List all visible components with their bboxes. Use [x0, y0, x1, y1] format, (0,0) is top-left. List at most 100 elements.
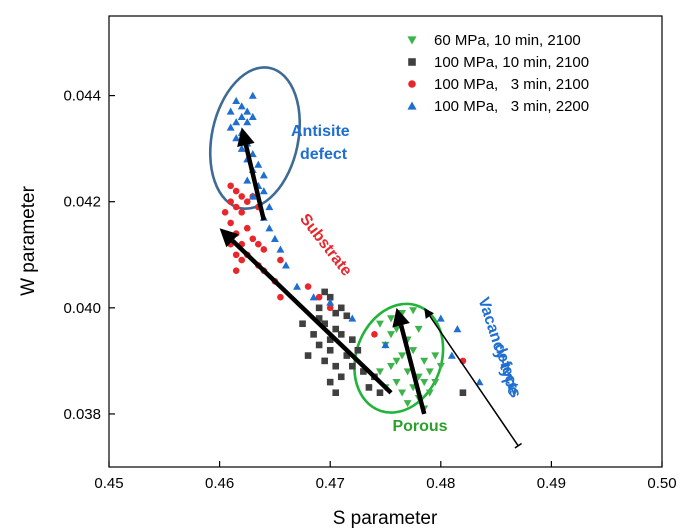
arrow-head — [424, 307, 434, 319]
data-point — [392, 325, 401, 334]
x-tick-label: 0.47 — [316, 475, 345, 492]
y-tick-label: 0.044 — [63, 88, 101, 105]
data-point — [332, 325, 340, 333]
data-point — [309, 293, 318, 301]
data-point — [227, 198, 234, 206]
arrow-shaft — [429, 315, 519, 447]
x-axis-title: S parameter — [333, 508, 438, 528]
x-axis: 0.45 0.46 0.47 0.48 0.49 0.50 — [94, 461, 677, 492]
arrow-tail — [514, 442, 522, 449]
data-point — [409, 307, 418, 315]
data-point — [332, 362, 340, 370]
data-point — [315, 293, 323, 301]
data-point — [420, 378, 429, 387]
data-point — [332, 309, 340, 317]
data-point — [360, 368, 367, 375]
data-point — [459, 389, 467, 397]
data-point — [227, 219, 234, 227]
y-axis: 0.038 0.040 0.042 0.044 — [63, 88, 115, 423]
data-point — [315, 315, 323, 322]
y-tick-label: 0.040 — [63, 300, 101, 317]
data-point — [371, 331, 378, 338]
data-point — [337, 331, 345, 338]
data-point — [447, 351, 456, 359]
x-tick-label: 0.49 — [537, 475, 566, 492]
annotation-label: Substrate — [296, 211, 355, 280]
data-point — [425, 368, 434, 376]
data-point — [326, 346, 334, 354]
legend-entry: 100 MPa, 3 min, 2100 — [434, 76, 589, 93]
data-point — [277, 256, 284, 264]
data-point — [387, 363, 395, 371]
data-point — [248, 91, 257, 99]
legend-entry: 100 MPa, 10 min, 2100 — [434, 54, 589, 71]
data-point — [299, 320, 306, 328]
x-tick-label: 0.48 — [426, 475, 455, 492]
data-point — [232, 187, 240, 195]
data-point — [403, 368, 412, 376]
trend-arrows — [219, 127, 522, 449]
annotation-label: Antisite — [291, 123, 350, 140]
data-point — [398, 309, 407, 318]
data-point — [260, 246, 268, 253]
data-point — [232, 203, 240, 211]
data-point — [326, 336, 334, 343]
legend-entry: 60 MPa, 10 min, 2100 — [434, 32, 581, 49]
highlight-ellipse — [353, 302, 445, 414]
data-point — [425, 389, 434, 397]
data-point — [343, 352, 351, 359]
data-point — [321, 288, 328, 296]
data-point — [349, 362, 356, 370]
data-point — [321, 320, 328, 328]
data-point — [326, 298, 335, 306]
data-point — [398, 352, 407, 360]
data-point — [414, 373, 423, 381]
data-point — [431, 352, 440, 360]
data-point — [376, 320, 384, 328]
data-point — [407, 36, 417, 45]
data-point — [248, 149, 257, 158]
data-point — [326, 293, 334, 301]
data-point — [321, 357, 328, 365]
arrow-head — [237, 127, 255, 148]
data-point — [237, 102, 246, 110]
data-point — [265, 203, 274, 211]
data-point — [243, 198, 251, 206]
x-tick-label: 0.45 — [94, 475, 123, 492]
data-point — [326, 378, 334, 386]
data-point — [277, 293, 284, 301]
data-point — [248, 112, 257, 120]
data-point — [408, 80, 416, 88]
annotations: AntisitedefectSubstratePorousVacancy-typ… — [291, 123, 524, 435]
data-point — [226, 107, 235, 115]
data-point — [407, 101, 417, 110]
data-point — [304, 352, 312, 359]
data-point — [248, 192, 257, 200]
y-tick-label: 0.038 — [63, 406, 101, 423]
data-point — [249, 235, 257, 243]
arrow-head — [392, 307, 410, 328]
data-point — [420, 357, 429, 365]
data-point — [270, 234, 279, 243]
data-point — [259, 171, 268, 179]
data-point — [354, 346, 362, 354]
data-point — [376, 368, 384, 376]
data-point — [403, 400, 412, 408]
data-point — [255, 240, 262, 248]
data-point — [332, 389, 340, 397]
data-point — [475, 378, 484, 386]
annotation-label: defect — [300, 146, 348, 163]
data-point — [349, 336, 356, 343]
data-point — [221, 209, 229, 216]
data-point — [436, 314, 445, 322]
annotation-label: Porous — [392, 418, 447, 435]
data-point — [381, 341, 390, 349]
y-axis-title: W parameter — [18, 185, 39, 295]
data-point — [226, 123, 235, 131]
data-point — [310, 331, 317, 338]
arrow-head — [219, 228, 239, 248]
annotation-label: defects — [491, 341, 525, 400]
data-point — [343, 312, 351, 320]
data-point — [254, 160, 263, 168]
